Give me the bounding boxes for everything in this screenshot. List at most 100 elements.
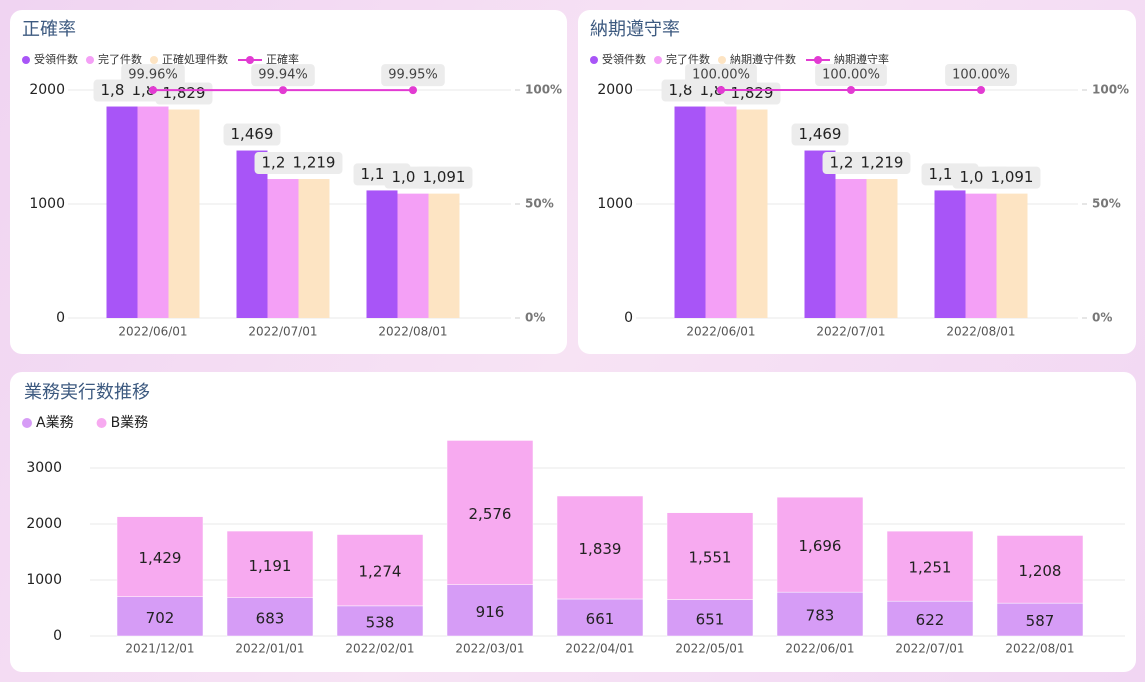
y-tick-label: 2000 [597,82,633,98]
bar-segment [996,602,1084,637]
legend-label: 完了件数 [666,52,710,66]
bar-segment [996,535,1084,604]
bar [934,190,966,318]
bar [298,179,330,318]
value-label: 783 [806,607,835,625]
bar [267,179,299,318]
bar [106,106,138,318]
value-label: 651 [696,610,725,628]
legend-label: 完了件数 [98,52,142,66]
bar [835,179,867,318]
value-label: 1,274 [359,563,402,581]
label-box [155,82,213,105]
y2-tick-label: 50% [1092,197,1121,211]
chart-title: 正確率 [22,19,76,40]
bar [397,193,429,318]
bar [366,190,398,318]
value-label: 622 [916,611,945,629]
value-label: 1,429 [139,549,182,567]
y-tick-label: 2000 [26,516,62,532]
legend-label: 受領件数 [602,52,646,66]
chart-title: 納期遵守率 [590,19,680,40]
bar-segment [776,496,864,593]
x-tick-label: 2022/07/01 [895,642,964,656]
x-tick-label: 2022/02/01 [345,642,414,656]
x-tick-label: 2022/07/01 [248,325,317,339]
y2-tick-label: 0% [1092,311,1112,325]
value-label: 1,091 [423,168,466,186]
bar-segment [666,599,754,637]
x-tick-label: 2022/08/01 [378,325,447,339]
label-box [791,123,849,146]
bar-segment [556,598,644,637]
x-tick-label: 2022/05/01 [675,642,744,656]
label-box [945,64,1017,86]
legend-label: A業務 [36,415,74,431]
y2-tick-label: 100% [525,83,562,97]
line-point [847,86,855,94]
legend-marker [150,56,158,64]
y-tick-label: 1000 [597,196,633,212]
label-box [983,166,1041,189]
x-tick-label: 2022/06/01 [686,325,755,339]
bar [804,150,836,318]
y2-tick-label: 50% [525,197,554,211]
value-label: 1,219 [861,154,904,172]
legend-marker [246,56,254,64]
value-label: 1,829 [163,84,206,102]
label-box [381,64,445,87]
bar [674,106,706,318]
y-tick-label: 0 [624,310,633,326]
legend-marker [22,56,30,64]
y-tick-label: 1000 [26,572,62,588]
label-box [223,123,281,146]
value-label: 1,251 [909,559,952,577]
line-point [409,86,417,95]
y-tick-label: 2000 [29,82,65,98]
label-box [853,152,911,175]
bar-segment [226,597,314,637]
y-tick-label: 0 [53,628,62,644]
legend-marker [654,56,662,64]
x-tick-label: 2022/08/01 [946,325,1015,339]
bar-segment [116,516,204,597]
legend-label: B業務 [111,415,149,431]
value-label: 1,551 [689,549,732,567]
line-point [149,86,157,95]
bar [866,179,898,318]
y2-tick-label: 0% [525,311,545,325]
legend-label: 納期遵守率 [834,52,889,66]
value-label: 1,208 [1019,562,1062,580]
bar-segment [666,512,754,600]
value-label: 99.96% [128,68,178,83]
legend-marker [22,418,32,428]
value-label: 661 [586,610,615,628]
value-label: 538 [366,613,395,631]
x-tick-label: 2021/12/01 [125,642,194,656]
label-box [685,64,757,86]
value-label: 683 [256,609,285,627]
label-box [815,64,887,86]
bar-segment [116,596,204,637]
y-tick-label: 0 [56,310,65,326]
legend-marker [96,418,107,428]
bar-segment [886,530,974,602]
bar [137,106,169,318]
label-box [251,64,315,87]
value-label: 2,576 [469,505,512,523]
legend-marker [86,56,94,64]
value-label: 100.00% [952,68,1010,83]
bar [236,150,268,318]
x-tick-label: 2022/08/01 [1005,642,1074,656]
bar [736,109,768,318]
x-tick-label: 2022/01/01 [235,642,304,656]
x-tick-label: 2022/07/01 [816,325,885,339]
value-label: 100.00% [822,68,880,83]
legend-marker [718,56,726,64]
value-label: 99.94% [258,68,308,83]
bar [705,106,737,318]
legend-marker [590,56,598,64]
value-label: 916 [476,603,505,621]
bar-segment [556,495,644,600]
